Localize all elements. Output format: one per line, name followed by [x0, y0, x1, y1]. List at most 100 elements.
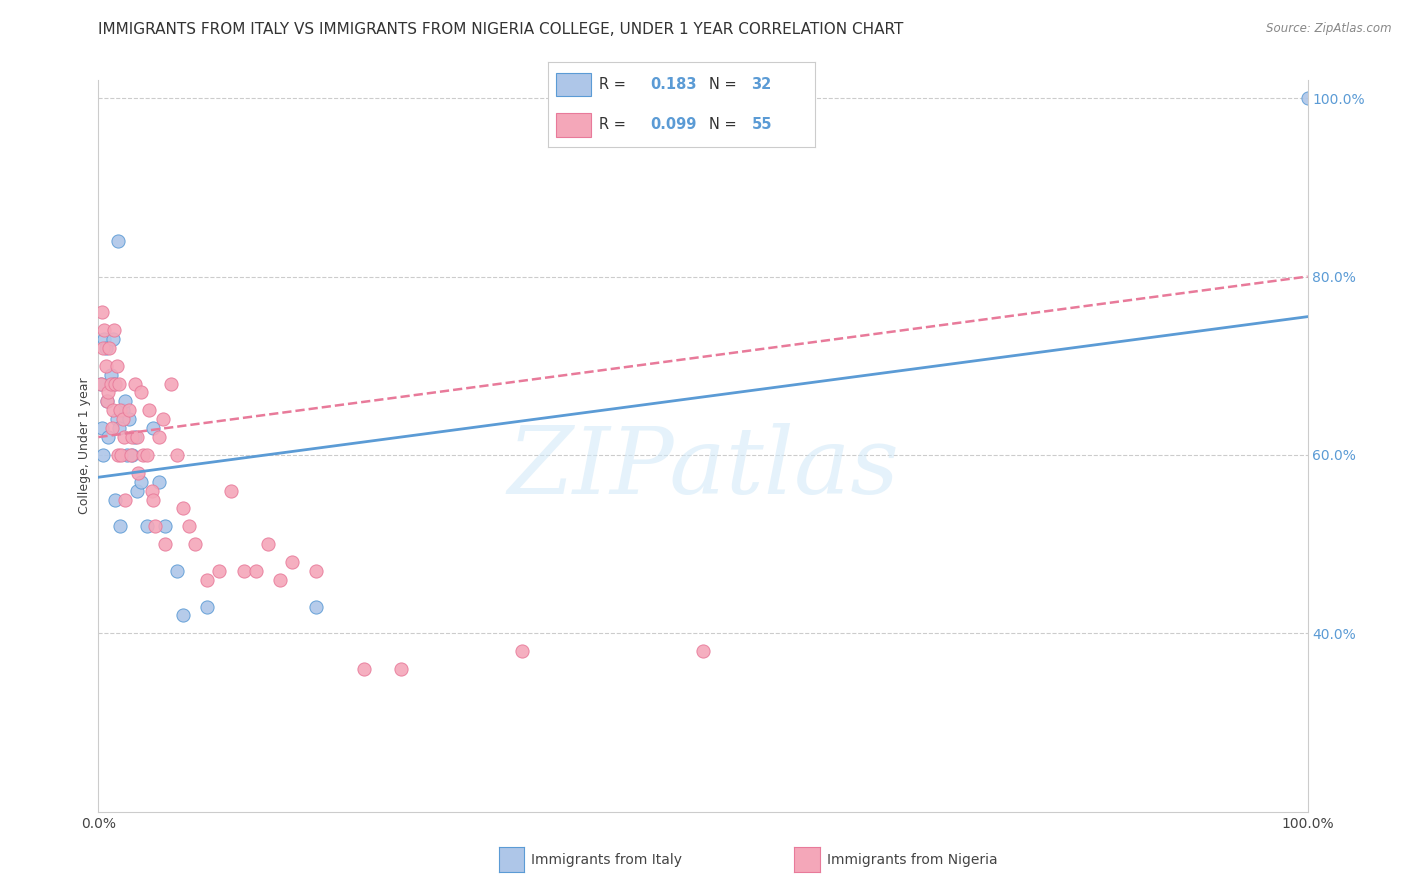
Point: [103, 376, 125, 391]
Point: [105, 359, 128, 373]
Point: [142, 492, 165, 507]
Point: [108, 376, 131, 391]
Point: [120, 448, 142, 462]
Point: [93, 332, 115, 346]
Point: [195, 599, 218, 614]
Point: [141, 483, 163, 498]
Point: [121, 448, 143, 462]
Point: [132, 448, 155, 462]
Point: [138, 403, 160, 417]
Point: [101, 403, 124, 417]
Point: [184, 537, 207, 551]
Text: ZIPatlas: ZIPatlas: [508, 423, 898, 513]
Point: [245, 564, 267, 578]
Point: [1296, 91, 1319, 105]
Point: [91, 448, 114, 462]
Point: [94, 341, 117, 355]
Point: [117, 448, 139, 462]
Point: [232, 564, 254, 578]
Point: [129, 385, 152, 400]
Point: [114, 492, 136, 507]
Point: [111, 412, 134, 426]
Point: [100, 368, 122, 382]
Point: [143, 519, 166, 533]
Text: IMMIGRANTS FROM ITALY VS IMMIGRANTS FROM NIGERIA COLLEGE, UNDER 1 YEAR CORRELATI: IMMIGRANTS FROM ITALY VS IMMIGRANTS FROM…: [98, 22, 904, 37]
Point: [107, 234, 129, 248]
Point: [93, 323, 115, 337]
Point: [105, 412, 128, 426]
Point: [389, 662, 412, 676]
Point: [269, 573, 291, 587]
Point: [148, 430, 170, 444]
Point: [148, 475, 170, 489]
Point: [256, 537, 278, 551]
Point: [129, 475, 152, 489]
Point: [135, 448, 157, 462]
Text: R =: R =: [599, 117, 626, 132]
Point: [104, 492, 127, 507]
Point: [127, 483, 149, 498]
Point: [97, 385, 120, 400]
Point: [353, 662, 375, 676]
Text: 0.183: 0.183: [650, 77, 696, 92]
Point: [142, 421, 165, 435]
Point: [153, 519, 176, 533]
Point: [104, 376, 127, 391]
Y-axis label: College, Under 1 year: College, Under 1 year: [79, 377, 91, 515]
Point: [124, 376, 146, 391]
Point: [152, 412, 174, 426]
Point: [91, 305, 114, 319]
Point: [108, 421, 131, 435]
Text: 0.099: 0.099: [650, 117, 696, 132]
Point: [118, 403, 141, 417]
Point: [101, 332, 124, 346]
Point: [305, 564, 328, 578]
Point: [281, 555, 304, 569]
Point: [208, 564, 231, 578]
Point: [195, 573, 218, 587]
Point: [179, 519, 201, 533]
Text: Immigrants from Nigeria: Immigrants from Nigeria: [827, 853, 997, 867]
Point: [97, 430, 120, 444]
Point: [110, 448, 132, 462]
Point: [114, 394, 136, 409]
Point: [118, 412, 141, 426]
Text: N =: N =: [709, 117, 737, 132]
Point: [305, 599, 328, 614]
Point: [94, 359, 117, 373]
Point: [221, 483, 243, 498]
Point: [121, 430, 143, 444]
Point: [135, 519, 157, 533]
Point: [172, 608, 194, 623]
Text: N =: N =: [709, 77, 737, 92]
Point: [112, 430, 135, 444]
Point: [172, 501, 194, 516]
Point: [91, 341, 114, 355]
Point: [127, 466, 149, 480]
FancyBboxPatch shape: [557, 113, 591, 137]
Point: [96, 394, 118, 409]
Text: Immigrants from Italy: Immigrants from Italy: [531, 853, 682, 867]
Text: 32: 32: [751, 77, 772, 92]
Point: [510, 644, 533, 658]
Point: [98, 341, 121, 355]
Point: [91, 421, 114, 435]
Point: [96, 394, 118, 409]
Text: Source: ZipAtlas.com: Source: ZipAtlas.com: [1267, 22, 1392, 36]
Point: [166, 564, 188, 578]
Point: [124, 430, 146, 444]
Point: [100, 376, 122, 391]
Point: [90, 376, 112, 391]
Point: [166, 448, 188, 462]
Point: [108, 403, 131, 417]
Text: R =: R =: [599, 77, 626, 92]
Point: [692, 644, 714, 658]
FancyBboxPatch shape: [557, 72, 591, 96]
Point: [108, 519, 131, 533]
Point: [103, 323, 125, 337]
Point: [127, 430, 149, 444]
Point: [100, 421, 122, 435]
Point: [111, 403, 134, 417]
Point: [160, 376, 183, 391]
Point: [107, 448, 129, 462]
